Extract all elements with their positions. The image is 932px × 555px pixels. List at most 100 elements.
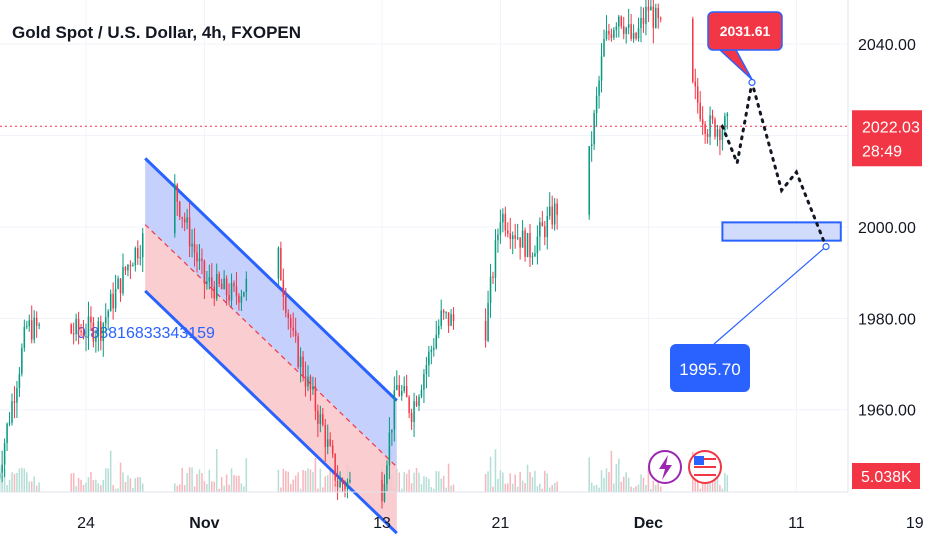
flag-canton bbox=[694, 456, 704, 465]
volume-bar bbox=[6, 485, 8, 492]
volume-bar bbox=[186, 473, 188, 492]
candle-body bbox=[542, 222, 544, 226]
volume-bar bbox=[191, 467, 193, 492]
volume-bar bbox=[699, 489, 701, 492]
volume-bar bbox=[9, 480, 11, 492]
candle-body bbox=[337, 481, 339, 487]
candle-body bbox=[280, 248, 282, 280]
candle-body bbox=[433, 348, 435, 350]
volume-bar bbox=[211, 481, 213, 492]
volume-bar bbox=[327, 475, 329, 492]
volume-bar bbox=[21, 468, 23, 492]
candle-body bbox=[117, 278, 119, 288]
volume-bar bbox=[623, 477, 625, 492]
volume-bar bbox=[31, 482, 33, 492]
volume-bar bbox=[78, 478, 80, 492]
candle-body bbox=[421, 390, 423, 397]
candle-body bbox=[539, 222, 541, 236]
candle-body bbox=[317, 411, 319, 424]
candle-body bbox=[6, 424, 8, 443]
volume-bar bbox=[643, 478, 645, 492]
volume-bar bbox=[618, 459, 620, 492]
candle-body bbox=[241, 296, 243, 303]
candle-body bbox=[33, 318, 35, 340]
candle-body bbox=[179, 202, 181, 217]
candle-body bbox=[495, 240, 497, 278]
volume-bar bbox=[411, 483, 413, 492]
x-tick-label: 21 bbox=[492, 515, 510, 532]
candle-body bbox=[635, 33, 637, 39]
candle-body bbox=[228, 295, 230, 300]
volume-bar bbox=[638, 484, 640, 492]
candle-body bbox=[401, 391, 403, 396]
volume-bar bbox=[596, 485, 598, 492]
candle-body bbox=[312, 386, 314, 389]
candle-body bbox=[712, 115, 714, 119]
volume-bar bbox=[549, 488, 551, 492]
candle-body bbox=[122, 267, 124, 293]
volume-bar bbox=[85, 483, 87, 492]
volume-bar bbox=[305, 471, 307, 492]
volume-bar bbox=[241, 483, 243, 492]
candle-body bbox=[704, 124, 706, 134]
candle-body bbox=[544, 226, 546, 237]
volume-bar bbox=[315, 458, 317, 492]
volume-bar bbox=[399, 472, 401, 492]
volume-bar bbox=[98, 483, 100, 492]
volume-bar bbox=[655, 485, 657, 492]
candle-body bbox=[184, 219, 186, 223]
volume-bar bbox=[238, 476, 240, 492]
volume-bar bbox=[184, 485, 186, 492]
volume-bar bbox=[445, 488, 447, 492]
volume-bar bbox=[426, 477, 428, 492]
candle-body bbox=[601, 56, 603, 80]
volume-bar bbox=[228, 485, 230, 492]
candle-body bbox=[278, 248, 280, 279]
volume-bar bbox=[625, 472, 627, 492]
volume-bar bbox=[36, 486, 38, 492]
volume-bar bbox=[194, 486, 196, 492]
candle-body bbox=[24, 327, 26, 348]
candle-body bbox=[209, 277, 211, 281]
candle-body bbox=[426, 365, 428, 374]
volume-bar bbox=[24, 469, 26, 492]
candle-body bbox=[611, 34, 613, 37]
candle-body bbox=[423, 374, 425, 390]
candle-body bbox=[329, 439, 331, 445]
volume-bar bbox=[174, 483, 176, 492]
volume-bar bbox=[14, 474, 16, 492]
volume-bar bbox=[527, 465, 529, 492]
candle-body bbox=[347, 482, 349, 489]
candle-body bbox=[243, 292, 245, 296]
candle-body bbox=[73, 333, 75, 334]
candle-body bbox=[1, 465, 3, 473]
volume-bar bbox=[112, 485, 114, 492]
candle-body bbox=[413, 401, 415, 422]
volume-bar bbox=[497, 479, 499, 492]
candle-body bbox=[216, 274, 218, 299]
candle-body bbox=[648, 7, 650, 11]
volume-bar bbox=[490, 457, 492, 492]
candle-body bbox=[93, 322, 95, 341]
candle-body bbox=[105, 317, 107, 323]
volume-bar bbox=[588, 457, 590, 492]
x-tick-label: 13 bbox=[373, 515, 391, 532]
volume-bar bbox=[132, 488, 134, 492]
callout-upper-anchor bbox=[749, 79, 755, 85]
candle-body bbox=[283, 280, 285, 296]
candle-body bbox=[640, 18, 642, 28]
candle-body bbox=[606, 31, 608, 39]
volume-bar bbox=[551, 485, 553, 492]
volume-bar bbox=[88, 477, 90, 492]
candle-body bbox=[618, 17, 620, 27]
candle-body bbox=[505, 214, 507, 231]
candle-body bbox=[431, 350, 433, 352]
candle-body bbox=[334, 454, 336, 481]
volume-bar bbox=[539, 484, 541, 492]
candle-body bbox=[120, 278, 122, 293]
volume-bar bbox=[214, 482, 216, 492]
